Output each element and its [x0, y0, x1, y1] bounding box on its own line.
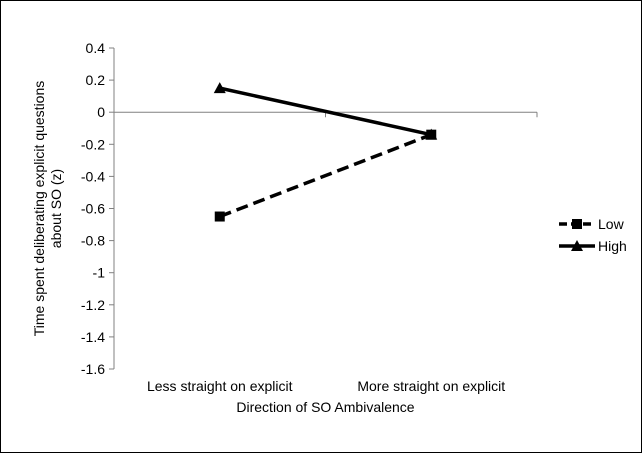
y-ticks: 0.4 0.2 0 -0.2 -0.4 -0.6 -0.8 -1 -1.2 -1.4 -1.6 — [81, 40, 114, 377]
y-tick-label: -0.4 — [81, 168, 105, 184]
series-line-high — [219, 86, 432, 137]
series-line-low — [219, 133, 432, 219]
axes — [113, 48, 537, 369]
legend-item-low: Low — [559, 216, 625, 232]
y-tick-label: 0.2 — [86, 72, 106, 88]
series-high — [213, 82, 438, 140]
legend-label: High — [598, 238, 627, 254]
y-tick-label: -0.6 — [81, 201, 105, 217]
legend-item-high: High — [559, 238, 627, 254]
series-group — [213, 82, 438, 222]
y-tick-label: 0.4 — [86, 40, 106, 56]
x-tick-labels: Less straight on explicit More straight o… — [113, 112, 538, 394]
y-tick-label: 0 — [97, 104, 105, 120]
legend-marker-high — [571, 240, 583, 251]
data-point-low — [214, 211, 225, 222]
legend-marker-low — [572, 219, 582, 229]
legend: Low High — [559, 216, 627, 254]
y-tick-label: -1.2 — [81, 297, 105, 313]
x-tick-label: More straight on explicit — [357, 378, 505, 394]
x-tick-label: Less straight on explicit — [147, 378, 293, 394]
data-point-high — [213, 82, 226, 94]
y-tick-label: -0.2 — [81, 136, 105, 152]
y-tick-label: -1 — [93, 265, 106, 281]
y-tick-label: -0.8 — [81, 233, 105, 249]
y-axis-title-line-2: about SO (z) — [48, 169, 64, 248]
legend-label: Low — [598, 216, 625, 232]
series-low — [214, 129, 437, 222]
x-axis-title: Direction of SO Ambivalence — [236, 399, 414, 415]
y-tick-label: -1.4 — [81, 329, 105, 345]
data-point-high — [425, 128, 438, 140]
y-tick-label: -1.6 — [81, 361, 105, 377]
y-axis-title-line-1: Time spent deliberating explicit questio… — [31, 81, 47, 337]
